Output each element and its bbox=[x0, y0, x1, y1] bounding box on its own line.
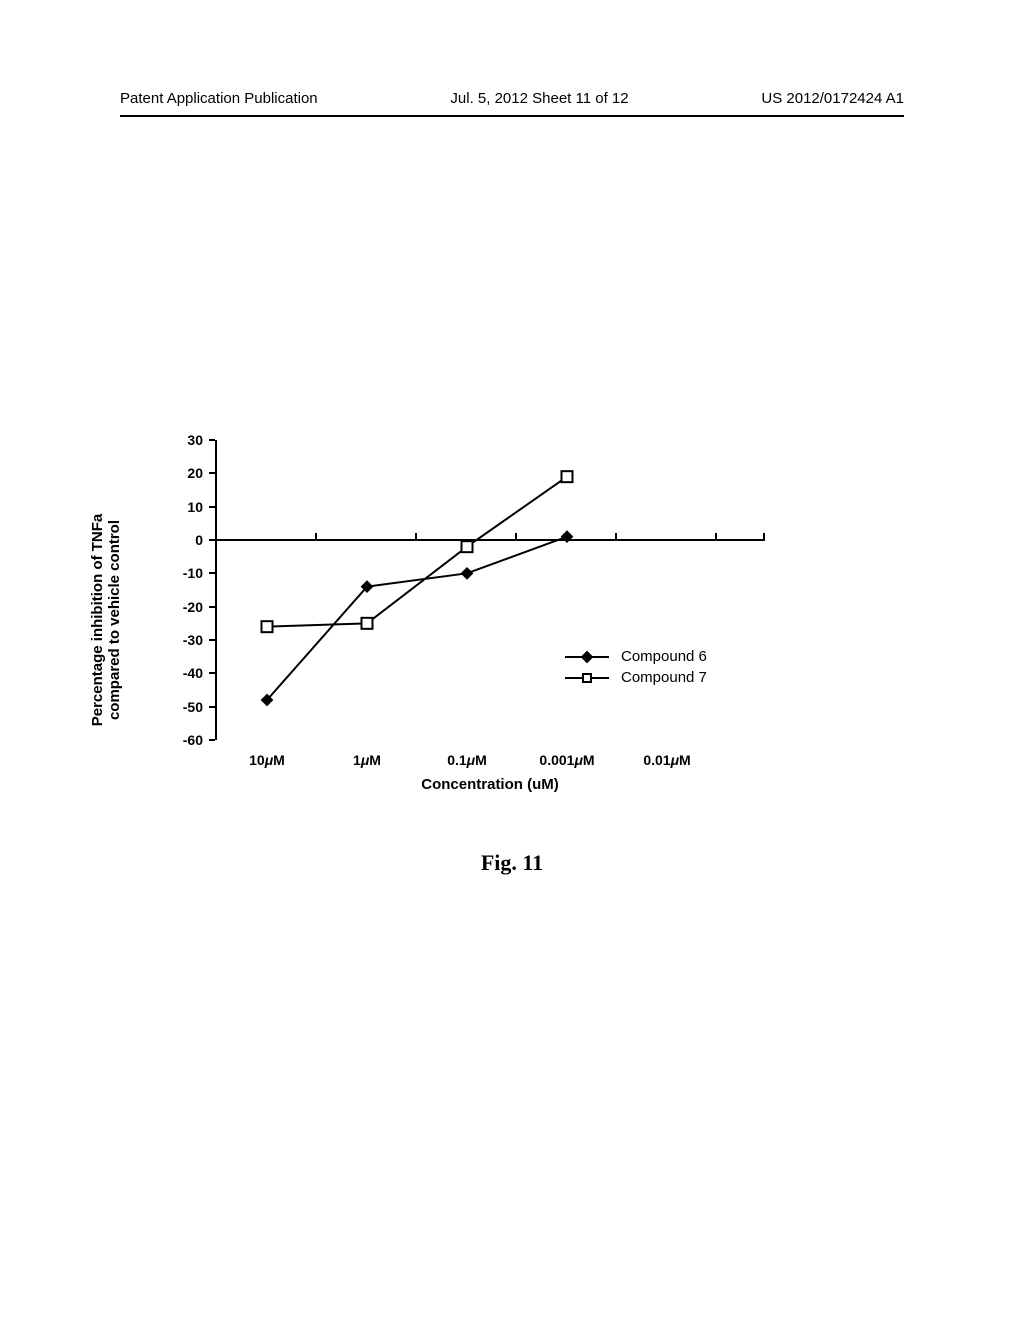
y-tick-label: -60 bbox=[183, 732, 203, 748]
legend-item-compound7: Compound 7 bbox=[565, 669, 707, 686]
plot-area: 3020100-10-20-30-40-50-6010μM1μM0.1μM0.0… bbox=[215, 440, 765, 740]
header-right: US 2012/0172424 A1 bbox=[761, 90, 904, 107]
header-center: Jul. 5, 2012 Sheet 11 of 12 bbox=[450, 90, 628, 107]
chart-svg bbox=[215, 440, 765, 740]
x-tick-label: 0.1μM bbox=[447, 752, 487, 768]
legend-line-icon bbox=[565, 656, 609, 658]
legend-item-compound6: Compound 6 bbox=[565, 648, 707, 665]
diamond-marker-icon bbox=[581, 650, 594, 663]
chart: Percentage inhibition of TNFa compared t… bbox=[120, 440, 820, 800]
y-tick-label: 10 bbox=[187, 499, 203, 515]
y-tick-label: -50 bbox=[183, 699, 203, 715]
legend-line-icon bbox=[565, 677, 609, 679]
header-left: Patent Application Publication bbox=[120, 90, 318, 107]
y-tick-label: -10 bbox=[183, 565, 203, 581]
legend-label-2: Compound 7 bbox=[621, 669, 707, 686]
x-tick-label: 10μM bbox=[249, 752, 285, 768]
y-tick-label: -30 bbox=[183, 632, 203, 648]
x-tick-label: 0.001μM bbox=[539, 752, 594, 768]
y-tick-label: 30 bbox=[187, 432, 203, 448]
y-axis-label-line1: Percentage inhibition of TNFa bbox=[89, 514, 106, 727]
page-header: Patent Application Publication Jul. 5, 2… bbox=[0, 90, 1024, 107]
x-tick-label: 1μM bbox=[353, 752, 381, 768]
y-axis-label: Percentage inhibition of TNFa compared t… bbox=[89, 470, 123, 770]
x-tick-label: 0.01μM bbox=[643, 752, 690, 768]
y-axis-label-line2: compared to vehicle control bbox=[106, 520, 123, 720]
header-rule bbox=[120, 115, 904, 117]
y-tick-label: -40 bbox=[183, 665, 203, 681]
square-marker-icon bbox=[582, 673, 592, 683]
y-tick-label: -20 bbox=[183, 599, 203, 615]
y-tick-label: 0 bbox=[195, 532, 203, 548]
y-tick-label: 20 bbox=[187, 465, 203, 481]
legend-label-1: Compound 6 bbox=[621, 648, 707, 665]
x-axis-label: Concentration (uM) bbox=[421, 776, 558, 793]
legend: Compound 6 Compound 7 bbox=[565, 648, 707, 690]
figure-caption: Fig. 11 bbox=[0, 850, 1024, 876]
